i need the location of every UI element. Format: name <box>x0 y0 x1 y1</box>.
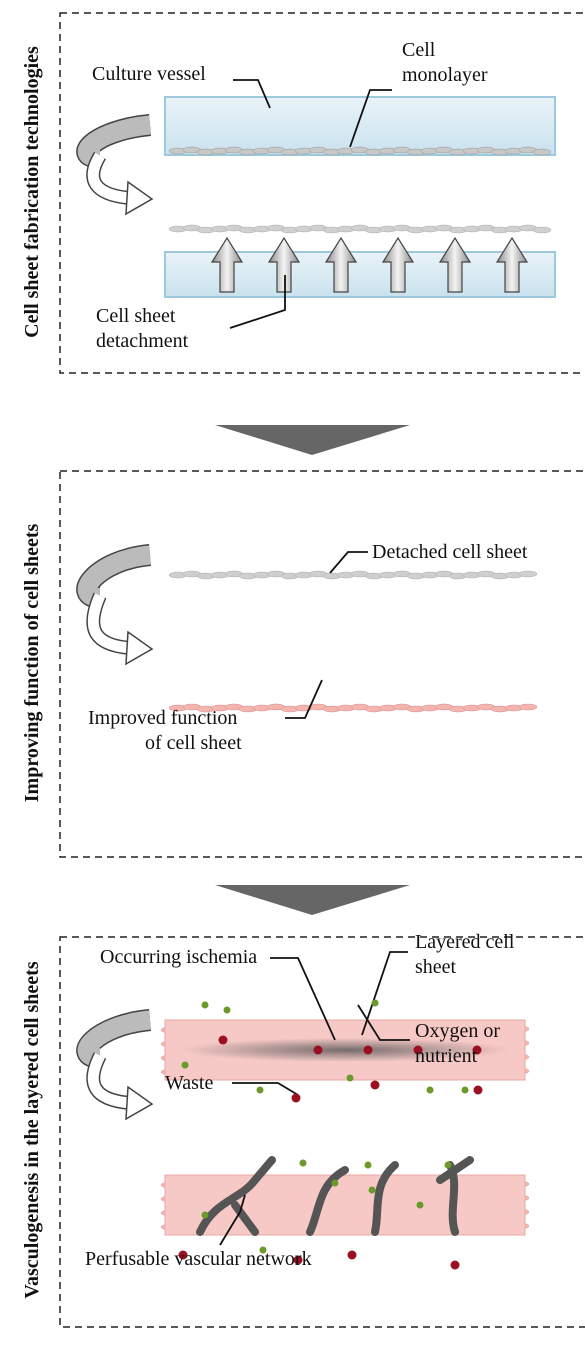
leader-line <box>329 551 368 574</box>
waste-dot <box>313 1045 323 1055</box>
step-arrow <box>215 885 410 915</box>
label: monolayer <box>402 64 488 86</box>
waste-dot <box>291 1093 301 1103</box>
leader-line <box>229 275 286 329</box>
waste-dot <box>363 1045 373 1055</box>
label: Culture vessel <box>92 63 206 85</box>
panel-box <box>59 470 585 858</box>
panel-box <box>59 936 585 1328</box>
leader-line <box>349 89 392 148</box>
culture-vessel <box>164 96 556 156</box>
lift-arrow <box>381 236 415 293</box>
waste-dot <box>413 1045 423 1055</box>
leader-line <box>232 1082 299 1096</box>
label: of cell sheet <box>145 732 242 754</box>
nutrient-dot <box>346 1074 354 1082</box>
label: Waste <box>165 1072 213 1094</box>
leader-line <box>361 951 408 1036</box>
waste-dot <box>472 1045 482 1055</box>
label: detachment <box>96 330 189 352</box>
curve-arrow-head <box>125 1085 154 1121</box>
nutrient-dot <box>416 1201 424 1209</box>
label: Occurring ischemia <box>100 946 257 968</box>
waste-dot <box>293 1255 303 1265</box>
waste-dot <box>473 1085 483 1095</box>
label: nutrient <box>415 1045 478 1067</box>
nutrient-dot <box>201 1001 209 1009</box>
nutrient-dot <box>368 1186 376 1194</box>
waste-dot <box>178 1250 188 1260</box>
lift-arrow <box>438 236 472 293</box>
nutrient-dot <box>256 1086 264 1094</box>
nutrient-dot <box>364 1161 372 1169</box>
curve-arrow-head <box>125 180 154 216</box>
label: Perfusable vascular network <box>85 1248 312 1270</box>
curve-arrow <box>87 1053 131 1109</box>
curve-arrow-head <box>125 630 154 666</box>
label: Cell sheet <box>96 305 176 327</box>
panel-title: Cell sheet fabrication technologies <box>21 46 43 338</box>
lift-arrow <box>210 236 244 293</box>
ischemia <box>180 1038 510 1062</box>
lift-arrow <box>267 236 301 293</box>
leader-line <box>270 957 336 1041</box>
curve-arrow <box>87 152 131 204</box>
leader-line <box>219 1194 246 1246</box>
nutrient-dot <box>223 1006 231 1014</box>
waste-dot <box>218 1035 228 1045</box>
nutrient-dot <box>259 1246 267 1254</box>
nutrient-dot <box>461 1086 469 1094</box>
panel-box <box>59 12 585 374</box>
panel-title: Improving function of cell sheets <box>21 524 43 803</box>
nutrient-dot <box>426 1086 434 1094</box>
cell <box>518 703 538 711</box>
nutrient-dot <box>299 1159 307 1167</box>
layered-sheet <box>164 1174 526 1236</box>
label: sheet <box>415 956 457 978</box>
label: Improved function <box>88 707 237 729</box>
label: Cell <box>402 39 436 61</box>
lift-arrow <box>495 236 529 293</box>
step-arrow <box>215 425 410 455</box>
cell <box>532 226 552 234</box>
nutrient-dot <box>331 1179 339 1187</box>
cell <box>532 148 552 156</box>
leader-line <box>357 1004 410 1041</box>
panel-title: Vasculogenesis in the layered cell sheet… <box>21 961 43 1298</box>
label: Layered cell <box>415 931 515 953</box>
leader-line <box>233 79 271 109</box>
nutrient-dot <box>444 1161 452 1169</box>
leader-line <box>285 679 323 719</box>
waste-dot <box>347 1250 357 1260</box>
waste-dot <box>450 1260 460 1270</box>
nutrient-dot <box>181 1061 189 1069</box>
nutrient-dot <box>371 999 379 1007</box>
curve-arrow <box>87 593 131 654</box>
cell <box>518 570 538 578</box>
label: Detached cell sheet <box>372 541 528 563</box>
lift-arrow <box>324 236 358 293</box>
nutrient-dot <box>201 1211 209 1219</box>
vessel-network <box>196 1156 474 1236</box>
label: Oxygen or <box>415 1020 500 1042</box>
waste-dot <box>370 1080 380 1090</box>
